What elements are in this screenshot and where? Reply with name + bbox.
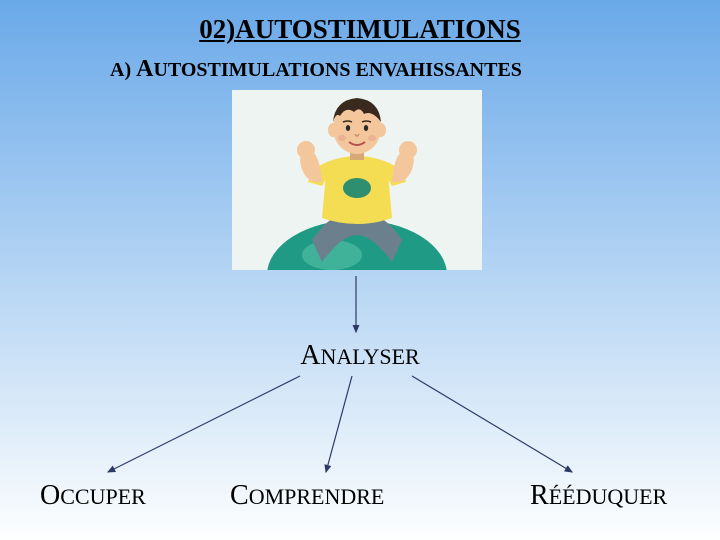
child-svg <box>232 90 482 270</box>
arrow-analyser-to-comprendre <box>326 376 352 472</box>
label-analyser: ANALYSER <box>0 340 720 372</box>
analyser-big: A <box>300 340 320 371</box>
fist-left <box>297 141 315 159</box>
label-occuper: OCCUPER <box>40 480 146 512</box>
subtitle-rest: UTOSTIMULATIONS ENVAHISSANTES <box>153 59 521 81</box>
ear-left <box>328 123 338 137</box>
title-text: 02)AUTOSTIMULATIONS <box>199 14 521 44</box>
occuper-rest: CCUPER <box>60 484 146 509</box>
fist-right <box>399 141 417 159</box>
eye-right <box>364 125 368 131</box>
shirt-logo <box>343 178 371 198</box>
reeduquer-rest: ÉÉDUQUER <box>549 484 668 509</box>
arrow-analyser-to-reeduquer <box>412 376 572 472</box>
ear-right <box>376 123 386 137</box>
comprendre-big: C <box>230 480 249 511</box>
analyser-rest: NALYSER <box>320 344 419 369</box>
subtitle-prefix: A) <box>110 59 136 81</box>
occuper-big: O <box>40 480 60 511</box>
subtitle-big: A <box>136 56 153 82</box>
subtitle: A) AUTOSTIMULATIONS ENVAHISSANTES <box>110 56 522 83</box>
eye-left <box>346 125 350 131</box>
cheek-right <box>368 135 376 141</box>
child-on-ball-illustration <box>232 90 482 270</box>
page-title: 02)AUTOSTIMULATIONS <box>0 14 720 45</box>
arrow-analyser-to-occuper <box>108 376 300 472</box>
comprendre-rest: OMPRENDRE <box>249 484 385 509</box>
label-reeduquer: RÉÉDUQUER <box>530 480 667 512</box>
label-comprendre: COMPRENDRE <box>230 480 384 512</box>
reeduquer-big: R <box>530 480 549 511</box>
cheek-left <box>338 135 346 141</box>
